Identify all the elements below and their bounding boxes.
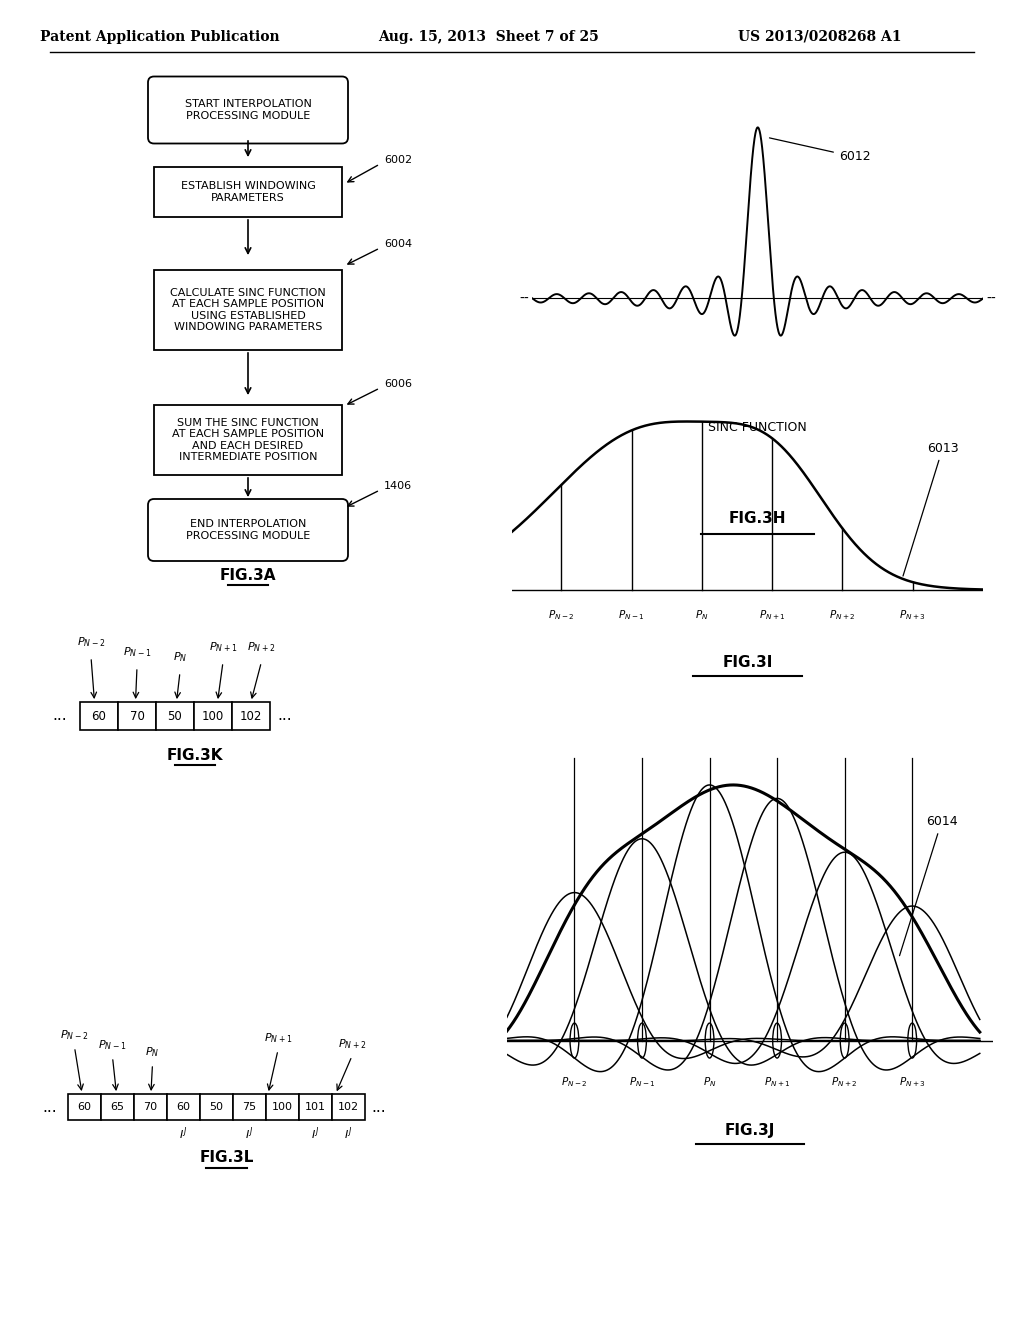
Text: 6004: 6004 — [384, 239, 412, 249]
Text: $I^J$: $I^J$ — [246, 1126, 254, 1142]
Text: $I^J$: $I^J$ — [311, 1126, 319, 1142]
Text: 100: 100 — [272, 1102, 293, 1111]
Text: ...: ... — [372, 1100, 386, 1114]
Bar — [154, 271, 342, 350]
Text: $P_{N-1}$: $P_{N-1}$ — [123, 645, 152, 659]
Text: $P_N$: $P_N$ — [695, 609, 709, 622]
Text: $P_{N+1}$: $P_{N+1}$ — [264, 1031, 292, 1045]
Text: FIG.3I: FIG.3I — [722, 655, 773, 669]
Text: 6012: 6012 — [769, 137, 870, 164]
Text: $P_{N-2}$: $P_{N-2}$ — [77, 635, 105, 649]
Text: $I^J$: $I^J$ — [179, 1126, 187, 1142]
Bar — [134, 1094, 167, 1119]
Text: ...: ... — [278, 709, 292, 723]
Text: $P_{N+2}$: $P_{N+2}$ — [338, 1038, 367, 1051]
Text: $P_{N+2}$: $P_{N+2}$ — [829, 609, 856, 622]
Bar — [118, 702, 156, 730]
Text: 65: 65 — [111, 1102, 125, 1111]
Text: 101: 101 — [305, 1102, 326, 1111]
Text: 60: 60 — [91, 710, 106, 722]
Text: 60: 60 — [176, 1102, 190, 1111]
Bar — [232, 702, 270, 730]
Text: $I^J$: $I^J$ — [344, 1126, 352, 1142]
Bar — [233, 1094, 266, 1119]
Text: Aug. 15, 2013  Sheet 7 of 25: Aug. 15, 2013 Sheet 7 of 25 — [378, 30, 598, 44]
Text: $P_{N-1}$: $P_{N-1}$ — [98, 1038, 127, 1052]
Text: ...: ... — [52, 709, 68, 723]
Text: START INTERPOLATION
PROCESSING MODULE: START INTERPOLATION PROCESSING MODULE — [184, 99, 311, 121]
Text: 102: 102 — [338, 1102, 359, 1111]
Bar — [200, 1094, 233, 1119]
Bar — [80, 702, 118, 730]
Text: 100: 100 — [202, 710, 224, 722]
Text: $P_N$: $P_N$ — [145, 1045, 160, 1059]
Text: $P_N$: $P_N$ — [173, 651, 187, 664]
Text: CALCULATE SINC FUNCTION
AT EACH SAMPLE POSITION
USING ESTABLISHED
WINDOWING PARA: CALCULATE SINC FUNCTION AT EACH SAMPLE P… — [170, 288, 326, 333]
Bar — [68, 1094, 101, 1119]
Text: ...: ... — [43, 1100, 57, 1114]
Text: FIG.3H: FIG.3H — [729, 511, 786, 527]
Text: 102: 102 — [240, 710, 262, 722]
Bar — [154, 405, 342, 475]
Text: $P_{N+1}$: $P_{N+1}$ — [759, 609, 785, 622]
Text: $P_N$: $P_N$ — [702, 1076, 717, 1089]
Text: END INTERPOLATION
PROCESSING MODULE: END INTERPOLATION PROCESSING MODULE — [186, 519, 310, 541]
Text: $P_{N+1}$: $P_{N+1}$ — [764, 1076, 791, 1089]
Text: $P_{N-2}$: $P_{N-2}$ — [548, 609, 574, 622]
Text: $P_{N+1}$: $P_{N+1}$ — [209, 640, 238, 653]
Bar — [154, 168, 342, 216]
Text: --: -- — [986, 292, 996, 305]
Bar — [156, 702, 194, 730]
Text: FIG.3K: FIG.3K — [167, 747, 223, 763]
Text: 50: 50 — [168, 710, 182, 722]
Text: SUM THE SINC FUNCTION
AT EACH SAMPLE POSITION
AND EACH DESIRED
INTERMEDIATE POSI: SUM THE SINC FUNCTION AT EACH SAMPLE POS… — [172, 417, 324, 462]
Bar — [101, 1094, 134, 1119]
Text: 70: 70 — [143, 1102, 158, 1111]
Text: FIG.3J: FIG.3J — [725, 1123, 775, 1138]
Text: $P_{N+2}$: $P_{N+2}$ — [247, 640, 275, 653]
Text: FIG.3L: FIG.3L — [200, 1151, 254, 1166]
Bar — [332, 1094, 365, 1119]
Text: US 2013/0208268 A1: US 2013/0208268 A1 — [738, 30, 902, 44]
Text: Patent Application Publication: Patent Application Publication — [40, 30, 280, 44]
Text: $P_{N+2}$: $P_{N+2}$ — [831, 1076, 858, 1089]
Text: 60: 60 — [78, 1102, 91, 1111]
Text: $P_{N-2}$: $P_{N-2}$ — [561, 1076, 588, 1089]
Bar — [266, 1094, 299, 1119]
Bar — [299, 1094, 332, 1119]
Text: $P_{N+3}$: $P_{N+3}$ — [899, 1076, 926, 1089]
Text: 6006: 6006 — [384, 379, 412, 389]
Text: 6002: 6002 — [384, 154, 412, 165]
Text: 70: 70 — [130, 710, 144, 722]
FancyBboxPatch shape — [148, 77, 348, 144]
Text: 75: 75 — [243, 1102, 257, 1111]
Bar — [167, 1094, 200, 1119]
Text: $P_{N-1}$: $P_{N-1}$ — [618, 609, 645, 622]
Text: --: -- — [519, 292, 529, 305]
FancyBboxPatch shape — [148, 499, 348, 561]
Text: ESTABLISH WINDOWING
PARAMETERS: ESTABLISH WINDOWING PARAMETERS — [180, 181, 315, 203]
Bar — [194, 702, 232, 730]
Text: $P_{N-1}$: $P_{N-1}$ — [629, 1076, 655, 1089]
Text: $P_{N+3}$: $P_{N+3}$ — [899, 609, 926, 622]
Text: 1406: 1406 — [384, 480, 412, 491]
Text: FIG.3A: FIG.3A — [220, 568, 276, 582]
Text: 6014: 6014 — [899, 816, 957, 956]
Text: 6013: 6013 — [903, 442, 958, 576]
Text: SINC FUNCTION: SINC FUNCTION — [709, 421, 807, 434]
Text: $P_{N-2}$: $P_{N-2}$ — [60, 1028, 89, 1041]
Text: 50: 50 — [210, 1102, 223, 1111]
